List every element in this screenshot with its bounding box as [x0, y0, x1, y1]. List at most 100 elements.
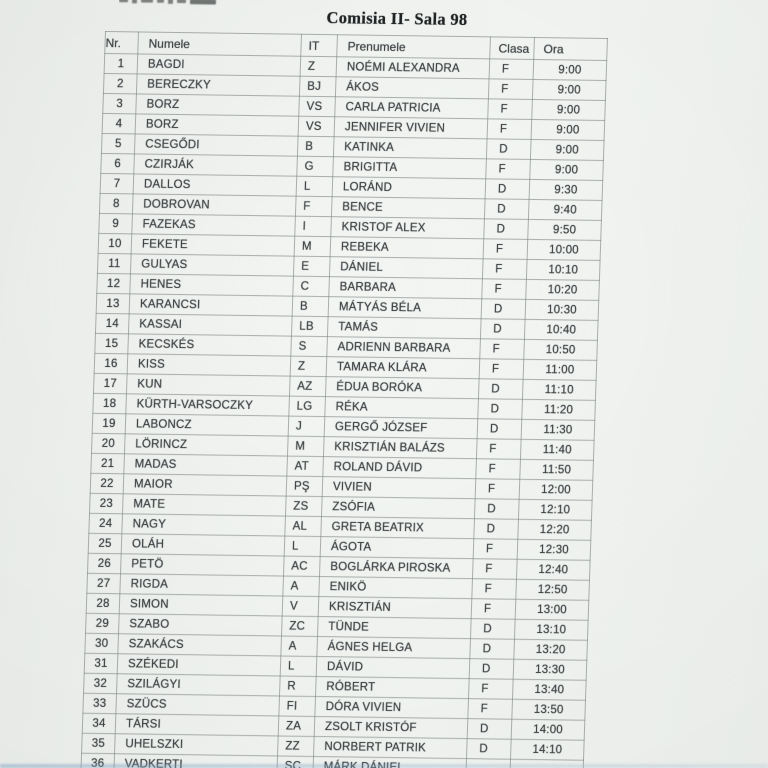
cell-prenumele: KRISTOF ALEX [330, 216, 485, 239]
cell-ora: 9:30 [529, 179, 603, 201]
cell-clasa: D [483, 218, 529, 240]
cell-ora: 9:00 [531, 119, 605, 141]
cell-nr: 27 [86, 573, 121, 594]
cell-numele: HENES [129, 273, 294, 297]
cell-ora: 9:00 [529, 159, 604, 181]
cell-clasa: D [470, 618, 516, 640]
cell-clasa: F [475, 478, 520, 500]
cell-prenumele: GRETA BEATRIX [320, 516, 475, 539]
cell-it: ZZ [277, 735, 315, 757]
cell-it: J [288, 416, 325, 437]
cell-prenumele: BENCE [331, 196, 486, 219]
cell-numele: SZÉKEDI [117, 653, 281, 677]
cell-numele: CSEGŐDI [134, 133, 299, 157]
cell-clasa: D [485, 178, 530, 200]
exam-schedule-table: Nr. Numele IT Prenumele Clasa Ora 1 BAGDI… [80, 31, 608, 768]
cell-prenumele: ÁGOTA [320, 536, 474, 559]
cell-prenumele: ZSOLT KRISTÓF [314, 716, 468, 739]
cell-prenumele: REBEKA [330, 236, 484, 259]
cell-it: L [284, 536, 321, 557]
cell-prenumele: CARLA PATRICIA [334, 96, 489, 119]
cell-numele: SZABO [118, 613, 283, 637]
cell-clasa: D [484, 198, 530, 220]
cell-nr: 10 [98, 233, 132, 254]
cell-numele: OLÁH [121, 533, 285, 557]
cell-numele: DALLOS [133, 173, 297, 197]
cell-ora: 13:10 [514, 619, 589, 641]
cell-prenumele: ENIKÖ [318, 576, 473, 599]
cell-ora: 10:30 [525, 299, 599, 321]
cell-prenumele: NOÉMI ALEXANDRA [336, 56, 490, 79]
cell-it: AZ [289, 376, 327, 397]
cell-clasa: F [471, 598, 516, 620]
cell-numele: TÁRSI [115, 713, 279, 736]
cell-nr: 4 [102, 113, 136, 134]
cell-it: R [279, 676, 317, 697]
cell-clasa: D [469, 638, 515, 660]
cell-nr: 16 [94, 353, 128, 374]
cell-clasa: F [471, 578, 517, 600]
cell-numele: FEKETE [131, 233, 295, 257]
cell-prenumele: KRISZTIÁN BALÁZS [323, 436, 478, 459]
cell-ora: 10:40 [524, 319, 599, 341]
cell-it: Z [300, 56, 337, 77]
cell-clasa: F [488, 78, 534, 100]
header-cell-nr: Nr. [104, 31, 139, 54]
cell-it: F [295, 196, 333, 217]
page-title: Comisia II- Sala 98 [326, 8, 468, 30]
cell-numele: KUN [126, 373, 291, 397]
cell-numele: NAGY [121, 513, 286, 537]
cell-nr: 15 [94, 333, 129, 354]
cell-prenumele: TAMÁS [327, 316, 482, 339]
cell-it: B [297, 136, 335, 157]
cell-it: ZC [281, 616, 319, 637]
cell-prenumele: BRIGITTA [332, 156, 487, 179]
cell-ora: 9:00 [530, 139, 605, 161]
cell-it: L [280, 656, 317, 677]
cell-ora: 9:00 [532, 79, 607, 101]
cell-it: M [294, 236, 331, 257]
cell-prenumele: KATINKA [333, 136, 488, 159]
cell-nr: 22 [90, 473, 124, 494]
cell-prenumele: RÉKA [324, 396, 479, 419]
cell-numele: PETÖ [120, 553, 285, 577]
cell-numele: LABONCZ [125, 413, 289, 437]
cell-prenumele: MÁTYÁS BÉLA [328, 296, 482, 319]
cell-it: PŞ [286, 476, 323, 497]
cell-ora: 12:20 [517, 519, 592, 541]
cell-ora: 14:00 [511, 719, 585, 741]
cell-clasa: F [487, 98, 533, 120]
cell-numele: KECSKÉS [127, 333, 292, 357]
cell-prenumele: TAMARA KLÁRA [326, 356, 480, 379]
cell-clasa: F [487, 118, 532, 140]
cell-clasa: F [481, 278, 527, 300]
cell-prenumele: ADRIENN BARBARA [326, 336, 481, 359]
cell-numele: FAZEKAS [131, 213, 296, 237]
cell-clasa: F [485, 158, 531, 180]
cell-prenumele: VIVIEN [322, 476, 476, 499]
cell-nr: 23 [89, 493, 124, 514]
cell-it: S [290, 336, 328, 357]
photo-bottom-edge-tint [0, 764, 768, 768]
cell-numele: KASSAI [128, 313, 293, 337]
cell-clasa: D [480, 318, 526, 340]
cell-clasa: D [467, 718, 512, 740]
cell-numele: MADAS [123, 453, 288, 477]
cell-it: AC [283, 556, 321, 577]
cell-it: VS [298, 116, 335, 137]
cell-ora: 11:50 [519, 459, 594, 481]
cell-prenumele: ÁKOS [335, 76, 490, 99]
cell-clasa: D [477, 418, 522, 440]
cell-nr: 35 [81, 733, 116, 754]
cell-numele: LÖRINCZ [124, 433, 289, 457]
cell-ora: 9:40 [528, 199, 603, 221]
cell-it: BJ [299, 76, 337, 97]
cell-prenumele: BOGLÁRKA PIROSKA [319, 556, 474, 579]
cell-clasa: F [479, 338, 525, 360]
cell-nr: 5 [101, 133, 136, 154]
cell-it: E [293, 256, 331, 277]
cell-ora: 9:00 [531, 99, 606, 121]
cell-nr: 9 [98, 213, 133, 234]
cell-numele: BORZ [135, 93, 300, 117]
cell-prenumele: TÜNDE [317, 616, 472, 639]
